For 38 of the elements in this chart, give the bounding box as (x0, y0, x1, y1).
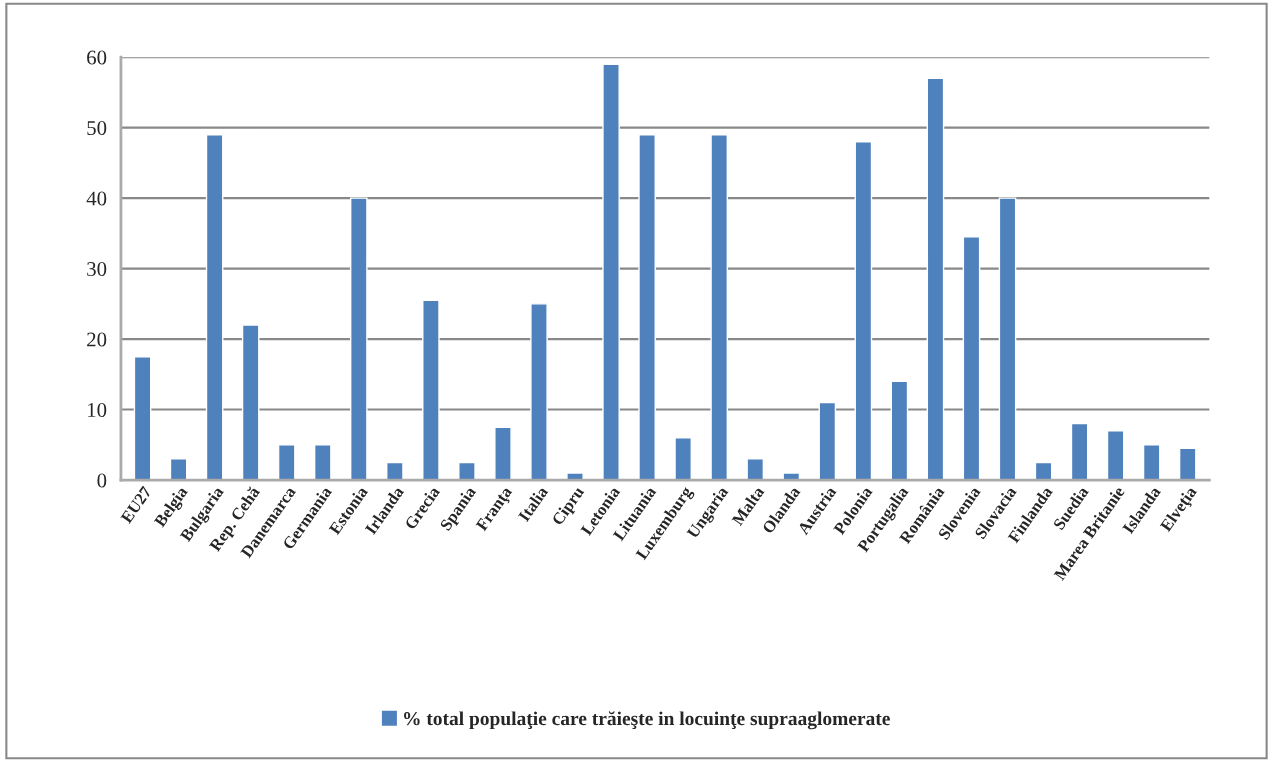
bar (998, 197, 1017, 481)
bar (674, 437, 692, 481)
bar (746, 458, 765, 481)
bar (1142, 444, 1161, 481)
bar (458, 461, 476, 481)
bar (277, 444, 296, 481)
bar (313, 444, 332, 481)
bar (638, 133, 656, 481)
bar (890, 380, 909, 481)
bar (926, 77, 945, 481)
y-tick-label: 50 (87, 121, 107, 136)
bar (962, 236, 981, 481)
bar (530, 303, 548, 481)
bar (566, 472, 584, 481)
bar (1106, 430, 1125, 481)
y-tick-label: 10 (88, 402, 107, 418)
y-tick-label: 40 (86, 191, 107, 206)
bar (241, 324, 260, 481)
y-tick-label: 0 (97, 473, 107, 488)
bar (422, 299, 440, 481)
bar (349, 197, 368, 481)
y-tick-label: 20 (87, 332, 107, 347)
bar (205, 133, 224, 481)
bar (854, 141, 873, 481)
bar (1070, 422, 1089, 481)
bar (386, 461, 404, 481)
bar (169, 458, 188, 481)
bar (782, 472, 801, 481)
legend-label: % total populaţie care trăieşte in locuinţe supraaglomerate (404, 711, 890, 730)
bar (133, 356, 152, 481)
bar (818, 401, 837, 481)
bar (1178, 447, 1197, 481)
bar (494, 426, 512, 481)
bar (1034, 461, 1053, 481)
bar (710, 133, 729, 481)
y-tick-label: 60 (87, 50, 107, 65)
bar (602, 63, 620, 481)
y-tick-label: 30 (87, 261, 107, 277)
